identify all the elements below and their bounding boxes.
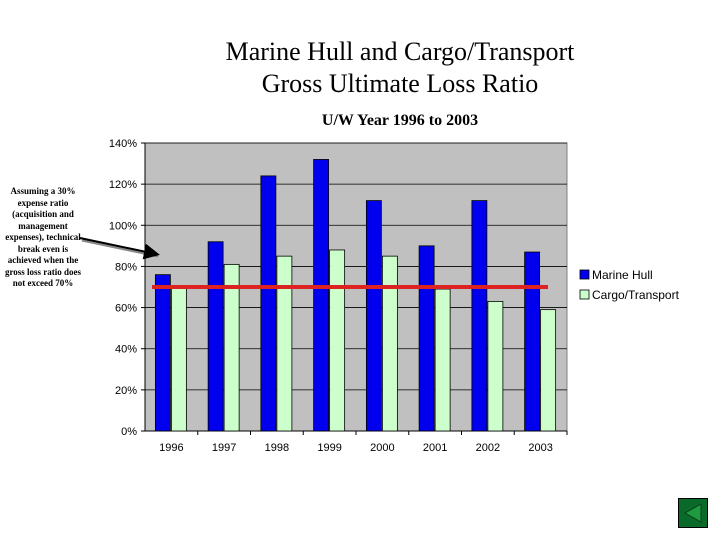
- chart-subtitle: U/W Year 1996 to 2003: [321, 112, 479, 129]
- x-tick-label: 2002: [476, 442, 500, 454]
- x-tick-label: 1999: [317, 442, 341, 454]
- y-tick-label: 20%: [115, 385, 137, 397]
- bar-cargo-transport: [540, 309, 557, 432]
- title-line-1: Marine Hull and Cargo/Transport: [225, 37, 575, 66]
- legend-swatch: [579, 289, 590, 300]
- bar-marine-hull: [418, 245, 435, 432]
- y-tick-label: 60%: [115, 303, 137, 315]
- back-nav-button[interactable]: [678, 498, 708, 528]
- bar-cargo-transport: [170, 286, 187, 432]
- y-tick-label: 100%: [109, 220, 137, 232]
- x-tick-label: 1998: [265, 442, 289, 454]
- bar-marine-hull: [260, 175, 277, 432]
- x-tick-label: 1996: [159, 442, 183, 454]
- annotation-arrow: [79, 237, 160, 260]
- x-tick-label: 2003: [528, 442, 552, 454]
- bar-cargo-transport: [434, 288, 451, 432]
- bar-cargo-transport: [223, 263, 240, 432]
- x-tick-label: 2000: [370, 442, 394, 454]
- bar-cargo-transport: [487, 300, 504, 432]
- legend-swatch: [579, 269, 590, 280]
- title-line-2: Gross Ultimate Loss Ratio: [261, 69, 539, 98]
- triangle-back-icon: [683, 503, 702, 523]
- bar-marine-hull: [365, 200, 382, 432]
- bar-cargo-transport: [381, 255, 398, 432]
- bar-marine-hull: [207, 241, 224, 432]
- bar-cargo-transport: [276, 255, 293, 432]
- bar-marine-hull: [154, 274, 171, 432]
- y-tick-label: 40%: [115, 344, 137, 356]
- legend-label: Cargo/Transport: [592, 288, 680, 302]
- x-tick-label: 1997: [212, 442, 236, 454]
- y-tick-label: 0%: [121, 426, 137, 438]
- bar-marine-hull: [313, 159, 330, 432]
- bar-cargo-transport: [329, 249, 346, 432]
- legend-label: Marine Hull: [592, 268, 653, 282]
- y-tick-label: 80%: [115, 261, 137, 273]
- y-tick-label: 120%: [109, 179, 137, 191]
- bar-marine-hull: [524, 251, 541, 432]
- y-tick-label: 140%: [109, 138, 137, 150]
- break-even-note: Assuming a 30% expense ratio (acquisitio…: [4, 186, 82, 288]
- chart-title: Marine Hull and Cargo/Transport Gross Ul…: [150, 36, 650, 100]
- x-tick-label: 2001: [423, 442, 447, 454]
- bar-marine-hull: [471, 200, 488, 432]
